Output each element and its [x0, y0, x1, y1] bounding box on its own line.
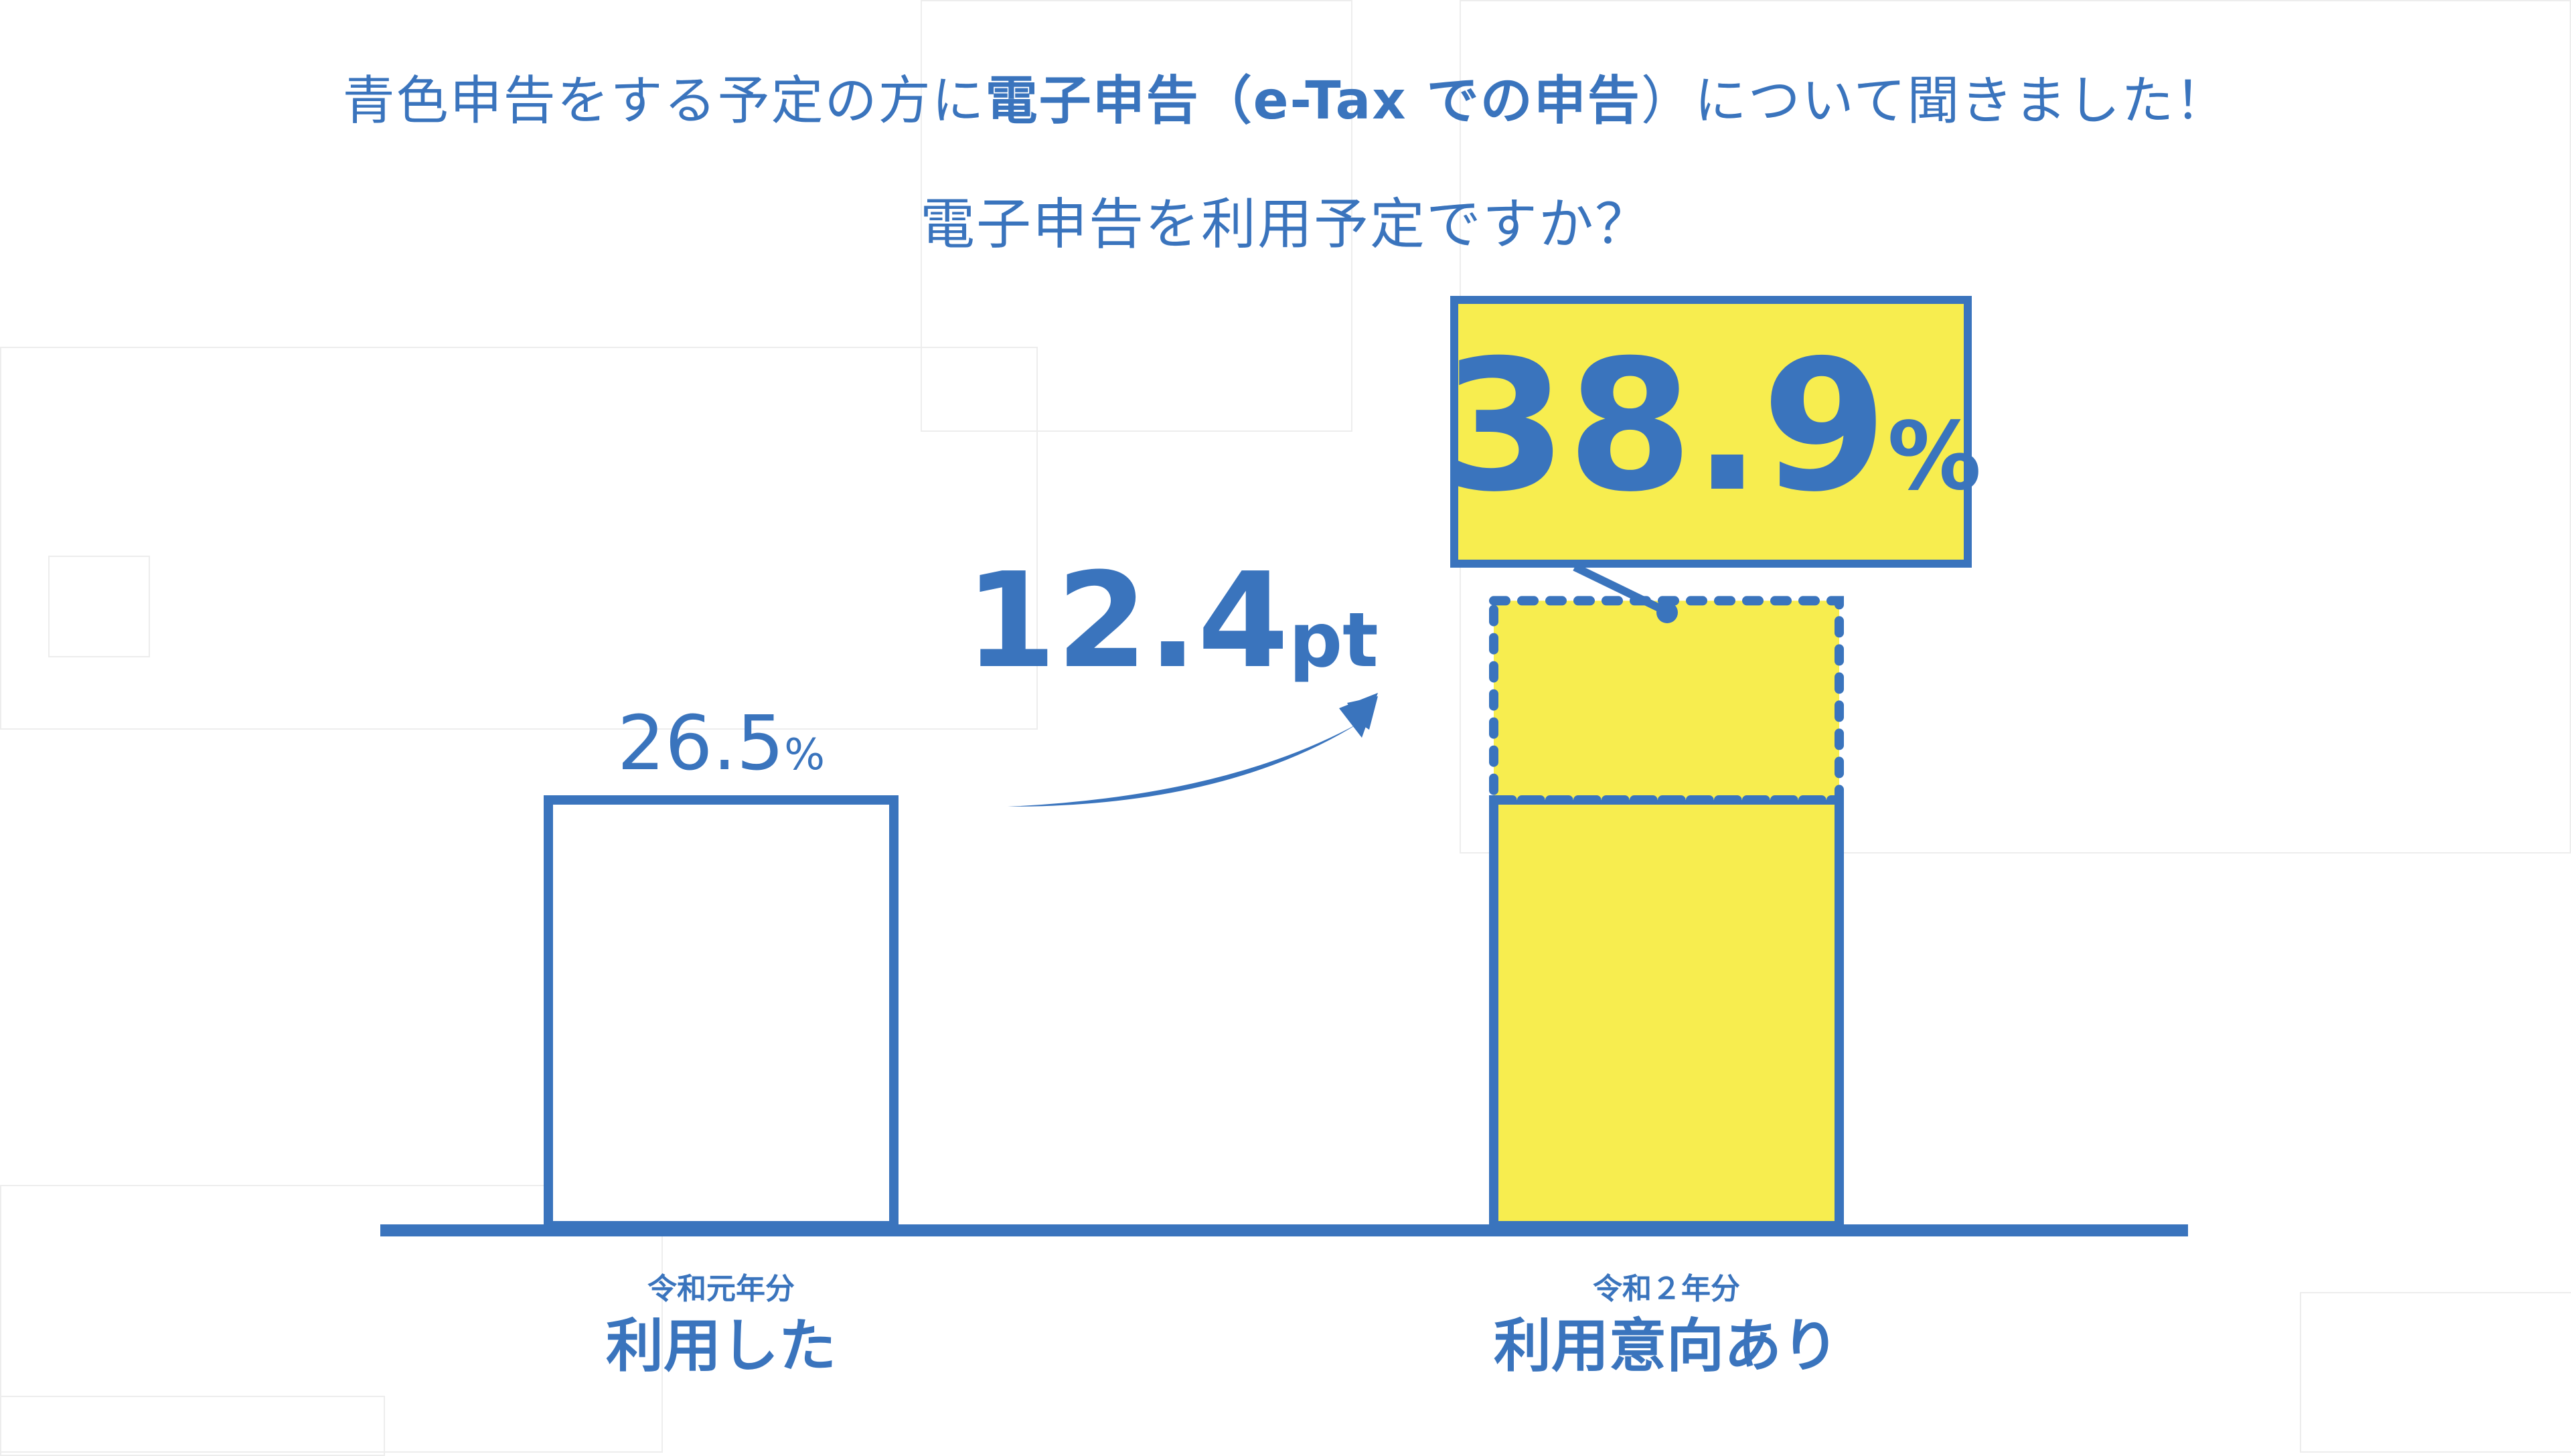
- increase-arrow: [1008, 696, 1378, 807]
- increase-arrow-head: [1339, 693, 1378, 738]
- category-label: 利用意向あり: [1494, 1313, 1839, 1380]
- bar-increase-segment: [1489, 596, 1844, 805]
- title-text-start: 青色申告をする予定の方に: [342, 71, 986, 131]
- difference-value: 12.4pt: [965, 545, 1378, 698]
- title-text-bold: 電子申告（e-Tax での申告: [985, 71, 1641, 131]
- bar-reiwa2: [1489, 795, 1844, 1230]
- category-period: 令和２年分: [1593, 1272, 1740, 1306]
- callout-value: 38.9%: [1442, 321, 1981, 532]
- title-text-end: ）について聞きました！: [1640, 71, 2229, 131]
- callout-pointer: [1573, 563, 1668, 615]
- bar-reiwa1: [544, 795, 899, 1230]
- chart-question: 電子申告を利用予定ですか？: [919, 193, 1651, 256]
- callout-pointer-dot: [1656, 602, 1678, 623]
- category-period: 令和元年分: [647, 1272, 795, 1306]
- bar-value-label: 26.5%: [617, 700, 825, 787]
- background-frame: [48, 556, 150, 657]
- callout-box: [1450, 296, 1972, 568]
- background-frame: [0, 347, 1038, 730]
- category-label: 利用した: [606, 1313, 836, 1380]
- chart-title: 青色申告をする予定の方に電子申告（e-Tax での申告）について聞きました！: [0, 59, 2571, 134]
- background-frame: [921, 0, 1352, 432]
